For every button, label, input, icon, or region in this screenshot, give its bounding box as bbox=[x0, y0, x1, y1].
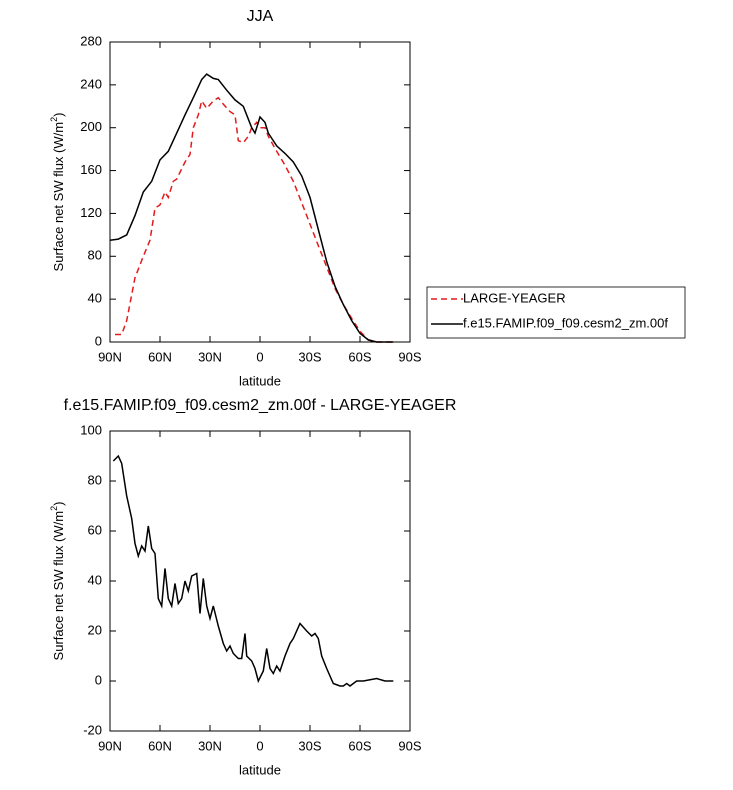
series-line bbox=[109, 73, 394, 343]
series-line bbox=[112, 454, 394, 687]
plot-frame bbox=[109, 430, 411, 732]
legend-box bbox=[426, 286, 686, 339]
x-tick-label: 60N bbox=[148, 349, 172, 364]
y-tick-label: 0 bbox=[95, 333, 102, 348]
x-tick-label: 90N bbox=[98, 349, 122, 364]
y-tick-label: 120 bbox=[80, 205, 102, 220]
plot-frame bbox=[109, 41, 411, 343]
x-axis-label: latitude bbox=[239, 762, 281, 777]
legend-label: LARGE-YEAGER bbox=[463, 290, 566, 305]
y-tick-label: 60 bbox=[88, 522, 102, 537]
y-axis-label-part: 2 bbox=[49, 117, 59, 122]
x-tick-label: 30N bbox=[198, 738, 222, 753]
y-tick-label: 40 bbox=[88, 572, 102, 587]
x-tick-label: 60N bbox=[148, 738, 172, 753]
y-tick-label: -20 bbox=[83, 722, 102, 737]
y-axis-label: Surface net SW flux (W/m2) bbox=[49, 113, 66, 272]
x-tick-label: 30N bbox=[198, 349, 222, 364]
x-tick-label: 90S bbox=[398, 738, 421, 753]
legend-label: f.e15.FAMIP.f09_f09.cesm2_zm.00f bbox=[463, 315, 668, 330]
x-tick-label: 60S bbox=[348, 349, 371, 364]
chart-title: f.e15.FAMIP.f09_f09.cesm2_zm.00f - LARGE… bbox=[64, 397, 457, 414]
x-tick-label: 90S bbox=[398, 349, 421, 364]
y-axis-label-part: 2 bbox=[49, 506, 59, 511]
y-tick-label: 80 bbox=[88, 248, 102, 263]
x-axis-label: latitude bbox=[239, 373, 281, 388]
y-tick-label: 80 bbox=[88, 472, 102, 487]
series-line bbox=[115, 96, 394, 343]
y-axis-label-part: Surface net SW flux (W/m bbox=[51, 122, 66, 272]
chart-title: JJA bbox=[247, 8, 274, 25]
y-axis-label: Surface net SW flux (W/m2) bbox=[49, 502, 66, 661]
y-axis-label-part: Surface net SW flux (W/m bbox=[51, 511, 66, 661]
y-axis-label-part: ) bbox=[51, 113, 66, 117]
x-tick-label: 0 bbox=[256, 738, 263, 753]
x-tick-label: 30S bbox=[298, 349, 321, 364]
y-tick-label: 40 bbox=[88, 291, 102, 306]
x-tick-label: 30S bbox=[298, 738, 321, 753]
y-axis-label-part: ) bbox=[51, 502, 66, 506]
y-tick-label: 240 bbox=[80, 76, 102, 91]
x-tick-label: 90N bbox=[98, 738, 122, 753]
x-tick-label: 60S bbox=[348, 738, 371, 753]
y-tick-label: 280 bbox=[80, 33, 102, 48]
y-tick-label: 100 bbox=[80, 422, 102, 437]
y-tick-label: 200 bbox=[80, 119, 102, 134]
y-tick-label: 160 bbox=[80, 162, 102, 177]
y-tick-label: 20 bbox=[88, 622, 102, 637]
y-tick-label: 0 bbox=[95, 672, 102, 687]
x-tick-label: 0 bbox=[256, 349, 263, 364]
